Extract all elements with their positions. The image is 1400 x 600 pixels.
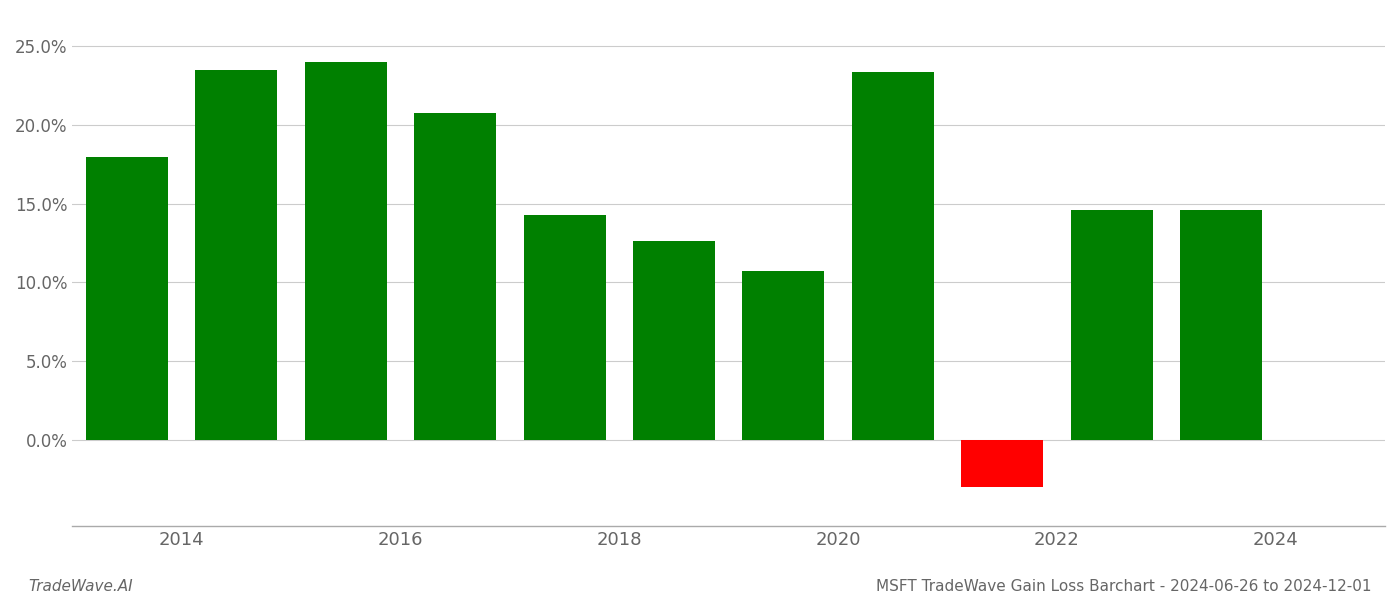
Bar bbox=[1180, 210, 1261, 440]
Bar bbox=[524, 215, 606, 440]
Text: MSFT TradeWave Gain Loss Barchart - 2024-06-26 to 2024-12-01: MSFT TradeWave Gain Loss Barchart - 2024… bbox=[876, 579, 1372, 594]
Text: TradeWave.AI: TradeWave.AI bbox=[28, 579, 133, 594]
Bar bbox=[1071, 210, 1152, 440]
Bar bbox=[962, 440, 1043, 487]
Bar bbox=[414, 113, 496, 440]
Bar bbox=[305, 62, 386, 440]
Bar bbox=[196, 70, 277, 440]
Bar bbox=[851, 71, 934, 440]
Bar bbox=[633, 241, 715, 440]
Bar bbox=[85, 157, 168, 440]
Bar bbox=[742, 271, 825, 440]
